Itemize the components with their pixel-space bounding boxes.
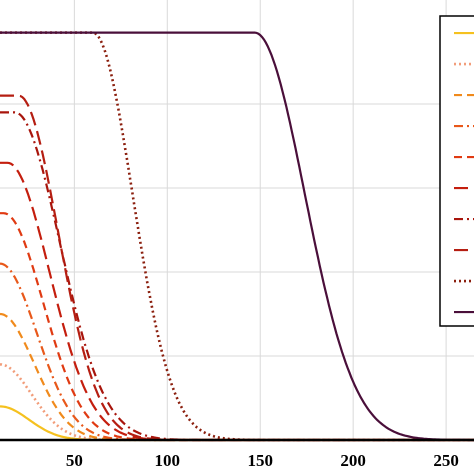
legend <box>439 15 474 327</box>
x-tick-labels: 50 100 150 200 250 <box>66 451 459 470</box>
series-line-2 <box>0 363 474 442</box>
gridlines <box>0 0 474 440</box>
series-line-7 <box>0 111 474 442</box>
x-tick-label: 250 <box>433 451 459 470</box>
legend-box <box>439 15 474 327</box>
series-line-3 <box>0 312 474 442</box>
x-tick-label: 200 <box>340 451 366 470</box>
series-line-5 <box>0 212 474 442</box>
series-layer <box>0 31 474 442</box>
x-tick-label: 50 <box>66 451 83 470</box>
series-line-9 <box>0 31 474 442</box>
series-line-10 <box>0 31 474 442</box>
x-tick-label: 100 <box>155 451 181 470</box>
series-line-8 <box>0 94 474 442</box>
x-tick-label: 150 <box>247 451 273 470</box>
